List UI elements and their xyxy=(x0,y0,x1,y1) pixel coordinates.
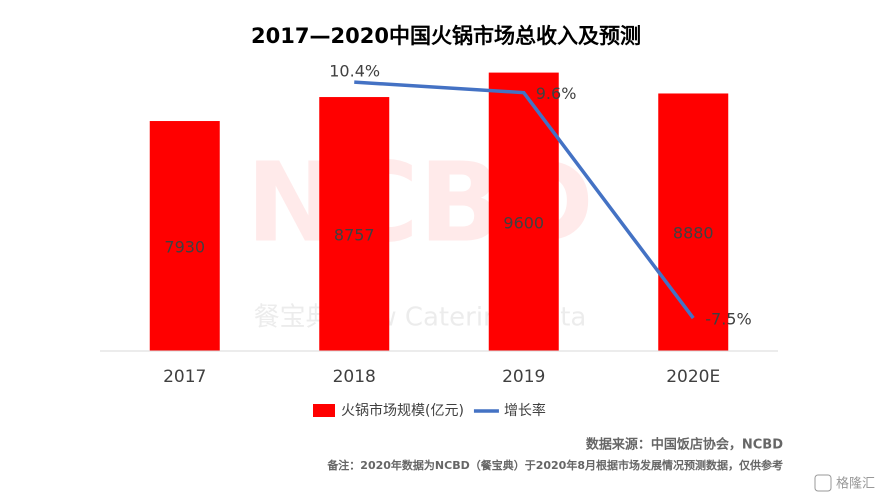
bar xyxy=(488,72,559,351)
x-tick-label: 2017 xyxy=(163,367,206,387)
legend-label: 火锅市场规模(亿元) xyxy=(341,402,464,419)
note: 备注：2020年数据为NCBD（餐宝典）于2020年8月根据市场发展情况预测数据… xyxy=(326,458,783,472)
x-tick-label: 2020E xyxy=(666,367,720,387)
line-value-label: 10.4% xyxy=(329,62,380,81)
legend-label: 增长率 xyxy=(504,402,546,419)
bar-value-label: 7930 xyxy=(164,238,205,257)
x-tick-label: 2018 xyxy=(333,367,376,387)
line xyxy=(354,80,695,320)
line-value-label: -7.5% xyxy=(705,310,751,329)
bar-value-label: 8880 xyxy=(673,224,714,243)
source: 数据来源：中国饭店协会，NCBD xyxy=(586,437,783,453)
legend-swatch xyxy=(313,404,335,417)
logo-icon xyxy=(814,474,832,492)
line-value-label: 9.6% xyxy=(536,84,577,103)
x-tick-label: 2019 xyxy=(502,367,545,387)
bar-value-label: 9600 xyxy=(503,213,544,232)
chart-title: 2017—2020中国火锅市场总收入及预测 xyxy=(251,24,641,48)
logo: 格隆汇 xyxy=(836,476,875,492)
bar-value-label: 8757 xyxy=(334,226,375,245)
bar xyxy=(658,93,729,351)
bar xyxy=(149,121,220,351)
bar xyxy=(319,97,390,351)
